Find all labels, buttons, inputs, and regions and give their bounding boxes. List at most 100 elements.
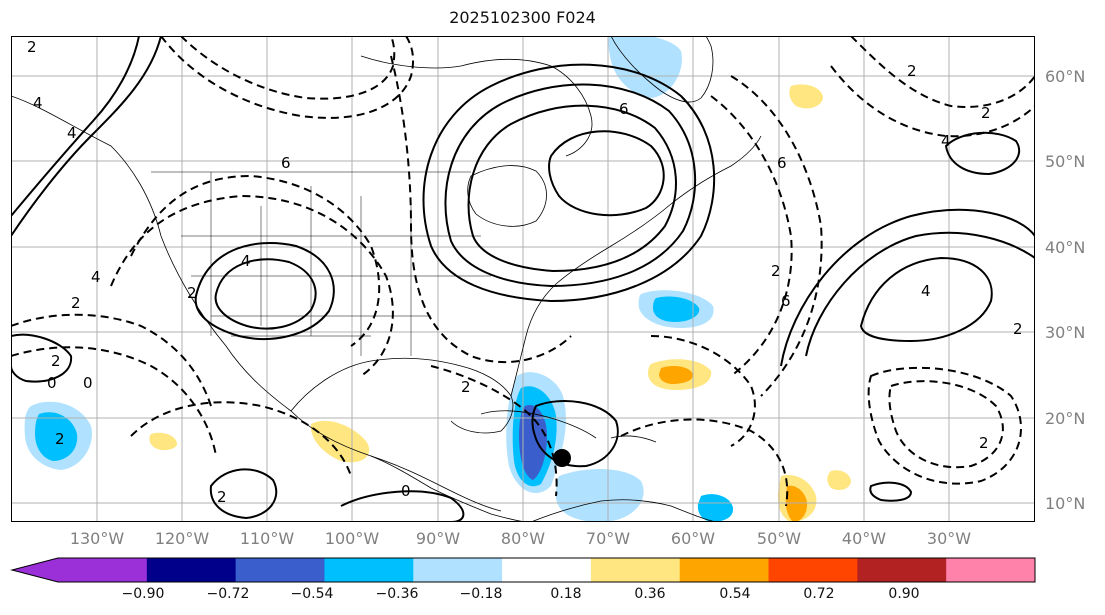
contour-neg-6 xyxy=(710,95,793,377)
colorbar-segment xyxy=(146,558,237,582)
contours-negative xyxy=(11,36,1035,507)
contour-label: 4 xyxy=(921,282,931,300)
coast-gulf-of-mexico xyxy=(290,357,514,434)
shade-positive-small-b xyxy=(149,432,177,451)
lon-label-40w: 40°W xyxy=(841,529,887,548)
colorbar-tick: −0.90 xyxy=(121,586,165,602)
colorbar-segment xyxy=(502,558,592,582)
contour-atlantic-inner xyxy=(859,256,993,343)
contour-nw-corner-2 xyxy=(11,36,140,217)
contour-label: 4 xyxy=(241,252,251,270)
contour-atlantic-outer xyxy=(780,208,1035,367)
contour-label: 2 xyxy=(217,488,227,506)
lat-label-40n: 40°N xyxy=(1045,238,1086,257)
colorbar-tick: 0.36 xyxy=(634,586,666,602)
lon-label-60w: 60°W xyxy=(670,529,716,548)
contour-label: 2 xyxy=(907,62,917,80)
contour-neg-5 xyxy=(390,55,572,364)
contour-neg-3 xyxy=(130,174,381,347)
contour-label: 6 xyxy=(777,154,787,172)
colorbar-tick: −0.36 xyxy=(375,586,419,602)
coast-hudson-bay xyxy=(467,165,547,227)
contour-neg-8 xyxy=(850,36,1035,108)
shade-positive-mexico xyxy=(310,420,370,463)
map-panel: 2 4 6 2 4 6 2 4 2 6 2 4 2 0 2 0 2 0 2 4 … xyxy=(11,36,1035,522)
contour-south-center xyxy=(340,490,465,522)
contour-ridge-east-outer xyxy=(422,63,716,303)
contour-neg-14 xyxy=(430,365,558,497)
coast-hispaniola xyxy=(610,435,657,443)
contour-neg-12 xyxy=(11,313,212,407)
lon-label-70w: 70°W xyxy=(585,529,631,548)
contour-caribbean xyxy=(531,400,619,468)
contour-label: 2 xyxy=(461,378,471,396)
lat-label-50n: 50°N xyxy=(1045,152,1086,171)
coast-central-america xyxy=(370,455,527,522)
contour-ridge-east-inner xyxy=(467,104,677,273)
contour-label-group: 2 4 6 2 4 6 2 4 2 6 2 4 2 0 2 0 2 0 2 4 … xyxy=(27,38,1023,506)
contour-neg-17 xyxy=(650,335,756,447)
colorbar-tick: 0.18 xyxy=(550,586,582,602)
contour-west-ridge-inner xyxy=(214,258,317,330)
shade-positive-small-a xyxy=(789,84,823,109)
colorbar-tick: 0.90 xyxy=(888,586,920,602)
shade-positive-south-inner xyxy=(785,485,808,522)
shade-negative-greenland xyxy=(608,36,682,98)
coast-cuba xyxy=(480,410,597,439)
coast-canada-arctic xyxy=(360,55,593,157)
contour-label: 2 xyxy=(771,262,781,280)
colorbar-tick: −0.18 xyxy=(459,586,503,602)
contour-label: 0 xyxy=(401,482,411,500)
contour-neg-16 xyxy=(130,401,352,477)
lon-label-120w: 120°W xyxy=(154,529,210,548)
contours-positive xyxy=(11,36,1035,522)
coast-north-america-west xyxy=(11,95,502,512)
contour-neg-13 xyxy=(11,346,217,457)
contour-label: 0 xyxy=(47,374,57,392)
colorbar-segment xyxy=(768,558,858,582)
contour-atlantic-mid xyxy=(805,231,1035,357)
colorbar-tick: −0.54 xyxy=(290,586,334,602)
coast-north-america-east xyxy=(510,135,762,397)
contour-label: 2 xyxy=(979,434,989,452)
colorbar-segment xyxy=(413,558,503,582)
shade-negative-south-inner xyxy=(697,494,734,522)
contour-west-ridge-outer xyxy=(194,242,335,340)
colorbar-tick: −0.72 xyxy=(206,586,250,602)
lat-label-10n: 10°N xyxy=(1045,494,1086,513)
lon-label-100w: 100°W xyxy=(324,529,380,548)
contour-label: 2 xyxy=(71,294,81,312)
coastlines xyxy=(11,36,762,522)
contour-label: 2 xyxy=(27,38,37,56)
contour-neg-10 xyxy=(888,380,1004,469)
contour-ridge-east-core xyxy=(548,130,665,217)
contour-south-low xyxy=(209,468,278,520)
contour-neg-7 xyxy=(730,75,823,397)
lon-label-90w: 90°W xyxy=(415,529,461,548)
storm-position-marker xyxy=(553,449,571,467)
contour-label: 2 xyxy=(51,352,61,370)
contour-nw-corner xyxy=(11,36,162,237)
shade-negative-caribbean-core xyxy=(519,405,547,480)
contour-far-south xyxy=(869,481,913,502)
shade-positive-small-c xyxy=(827,470,851,490)
colorbar-tick: 0.54 xyxy=(719,586,751,602)
colorbar-segment xyxy=(235,558,325,582)
shade-positive-atlantic-inner xyxy=(659,366,694,384)
contour-label: 2 xyxy=(55,430,65,448)
contour-neg-9 xyxy=(830,65,1035,138)
contour-label: 4 xyxy=(67,124,77,142)
lon-label-50w: 50°W xyxy=(756,529,802,548)
lat-label-30n: 30°N xyxy=(1045,323,1086,342)
colorbar-tick: 0.72 xyxy=(803,586,835,602)
contour-label: 6 xyxy=(619,100,629,118)
contour-label: 4 xyxy=(91,268,101,286)
coast-south-america xyxy=(530,499,717,522)
lon-label-110w: 110°W xyxy=(239,529,295,548)
contour-label: 2 xyxy=(187,284,197,302)
contour-ne-small xyxy=(944,131,1021,176)
colorbar-segment xyxy=(946,558,1036,582)
colorbar xyxy=(10,557,1036,583)
lon-label-30w: 30°W xyxy=(926,529,972,548)
shade-negative-pacific-inner xyxy=(35,412,78,461)
